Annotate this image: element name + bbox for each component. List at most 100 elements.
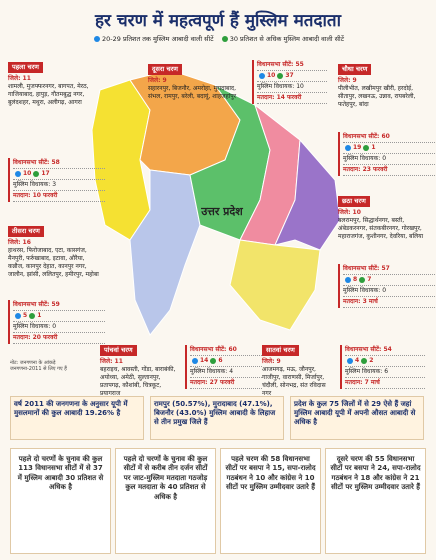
polling-date: मतदान: 23 फरवरी xyxy=(343,165,435,177)
count-green: 17 xyxy=(41,170,50,178)
count-green: 37 xyxy=(285,72,294,80)
phase-info: तीसरा चरण जिले: 16 हाथरस, फिरोजाबाद, एटा, … xyxy=(8,226,100,279)
count-green: 2 xyxy=(369,357,374,365)
dot xyxy=(345,276,351,283)
dot xyxy=(210,357,217,364)
phase-title: छठा चरण xyxy=(338,196,370,207)
fact: प्रदेश के कुल 75 जिलों में से 29 ऐसे हैं… xyxy=(290,396,424,440)
seats: विधानसभा सीटें: 60 xyxy=(190,345,262,357)
phase-title: दूसरा चरण xyxy=(148,64,182,75)
dot xyxy=(259,72,265,79)
count-blue: 10 xyxy=(267,72,276,80)
count-blue: 8 xyxy=(353,276,358,284)
phase-info: पांचवां चरण जिले: 11 बहराइच, श्रावस्ती, गो… xyxy=(100,345,182,398)
phase-stats: विधानसभा सीटें: 60 19 1 मुस्लिम विधायक: 0 मत… xyxy=(338,132,435,177)
count-blue: 10 xyxy=(23,170,32,178)
dot xyxy=(29,312,36,319)
phase-info: चौथा चरण जिले: 9 पीलीभीत, लखीमपुर खीरी, हर… xyxy=(338,64,430,109)
dot xyxy=(15,312,21,319)
dot xyxy=(345,144,351,151)
polling-date: मतदान: 3 मार्च xyxy=(343,297,435,309)
count-green: 1 xyxy=(37,312,42,320)
district-list: आजमगढ़, मऊ, जौनपुर, गाजीपुर, वाराणसी, मि… xyxy=(262,365,326,398)
phase-stats: विधानसभा सीटें: 60 14 6 मुस्लिम विधायक: 4 मत… xyxy=(185,345,262,390)
note: नोट: जनगणना के आंकड़े जनगणना-2011 से लिए… xyxy=(10,360,67,372)
district-list: हाथरस, फिरोजाबाद, एटा, कासगंज, मैनपुरी, … xyxy=(8,246,99,279)
dot xyxy=(15,170,21,177)
legend: 20-29 प्रतिशत तक मुस्लिम आबादी वाली सीटे… xyxy=(0,34,436,43)
phase-title: सातवां चरण xyxy=(262,345,299,356)
region xyxy=(274,138,341,251)
district-count: जिले: 11 xyxy=(100,357,123,365)
phase-info: सातवां चरण जिले: 9 आजमगढ़, मऊ, जौनपुर, गाज… xyxy=(262,345,334,398)
muslim-mlas: मुस्लिम विधायक: 6 xyxy=(345,367,425,379)
seats: विधानसभा सीटें: 60 xyxy=(343,132,435,144)
phase-stats: विधानसभा सीटें: 57 8 7 मुस्लिम विधायक: 0 मतद… xyxy=(338,264,435,309)
count-green: 6 xyxy=(218,357,223,365)
phase-title: पांचवां चरण xyxy=(100,345,137,356)
fact: रामपुर (50.57%), मुरादाबाद (47.1%), बिजन… xyxy=(150,396,284,440)
muslim-mlas: मुस्लिम विधायक: 0 xyxy=(13,322,105,334)
district-count: जिले: 9 xyxy=(338,76,357,84)
count-blue: 14 xyxy=(200,357,209,365)
legend-item: 30 प्रतिशत से अधिक मुस्लिम आबादी वाली सी… xyxy=(229,35,344,43)
seats: विधानसभा सीटें: 59 xyxy=(13,300,105,312)
phase-info: दूसरा चरण जिले: 9 सहारनपुर, बिजनौर, अमरोहा… xyxy=(148,64,240,101)
muslim-mlas: मुस्लिम विधायक: 10 xyxy=(257,82,327,94)
seat-counts: 14 6 xyxy=(190,356,262,368)
fact: पहले दो चरणों के चुनाव की कुल 113 विधानस… xyxy=(10,448,111,554)
phase-title: चौथा चरण xyxy=(338,64,372,75)
phase-stats: विधानसभा सीटें: 54 4 2 मुस्लिम विधायक: 6 मतद… xyxy=(340,345,425,390)
dot xyxy=(363,144,370,151)
district-list: पीलीभीत, लखीमपुर खीरी, हरदोई, सीतापुर, ल… xyxy=(338,84,416,109)
muslim-mlas: मुस्लिम विधायक: 4 xyxy=(190,367,262,379)
dot xyxy=(33,170,40,177)
fact: वर्ष 2011 की जनगणना के अनुसार यूपी में म… xyxy=(10,396,144,440)
polling-date: मतदान: 10 फरवरी xyxy=(13,191,105,203)
seats: विधानसभा सीटें: 58 xyxy=(13,158,105,170)
fact: दूसरे चरण की 55 विधानसभा सीटों पर बसपा न… xyxy=(325,448,426,554)
dot xyxy=(277,72,284,79)
legend-item: 20-29 प्रतिशत तक मुस्लिम आबादी वाली सीटे… xyxy=(101,35,214,43)
district-list: शामली, मुजफ्फरनगर, बागपत, मेरठ, गाजियाबा… xyxy=(8,82,89,107)
dot xyxy=(359,276,366,283)
fact: पहले दो चरणों के चुनाव की कुल सीटों में … xyxy=(115,448,216,554)
polling-date: मतदान: 7 मार्च xyxy=(345,378,425,390)
phase-title: पहला चरण xyxy=(8,62,43,73)
phase-info: पहला चरण जिले: 11 शामली, मुजफ्फरनगर, बागपत… xyxy=(8,62,100,107)
seat-counts: 10 17 xyxy=(13,169,105,181)
muslim-mlas: मुस्लिम विधायक: 0 xyxy=(343,154,435,166)
seat-counts: 19 1 xyxy=(343,143,435,155)
district-list: बहराइच, श्रावस्ती, गोंडा, बाराबंकी, अयोध… xyxy=(100,365,176,398)
map-label: उत्तर प्रदेश xyxy=(200,204,243,218)
title: हर चरण में महत्वपूर्ण हैं मुस्लिम मतदाता xyxy=(94,11,342,31)
district-count: जिले: 9 xyxy=(148,76,167,84)
dot xyxy=(361,357,368,364)
phase-stats: विधानसभा सीटें: 55 10 37 मुस्लिम विधायक: 10… xyxy=(252,60,327,105)
seats: विधानसभा सीटें: 55 xyxy=(257,60,327,72)
district-count: जिले: 9 xyxy=(262,357,281,365)
dot xyxy=(192,357,198,364)
district-list: बलरामपुर, सिद्धार्थनगर, बस्ती, अंबेडकरनग… xyxy=(338,216,424,241)
polling-date: मतदान: 27 फरवरी xyxy=(190,378,262,390)
muslim-mlas: मुस्लिम विधायक: 3 xyxy=(13,180,105,192)
district-count: जिले: 10 xyxy=(338,208,361,216)
phase-info: छठा चरण जिले: 10 बलरामपुर, सिद्धार्थनगर, ब… xyxy=(338,196,430,241)
seat-counts: 10 37 xyxy=(257,71,327,83)
muslim-mlas: मुस्लिम विधायक: 0 xyxy=(343,286,435,298)
region xyxy=(229,239,321,331)
fact: पहले चरण की 58 विधानसभा सीटों पर बसपा ने… xyxy=(220,448,321,554)
seats: विधानसभा सीटें: 57 xyxy=(343,264,435,276)
count-green: 1 xyxy=(371,144,376,152)
district-count: जिले: 11 xyxy=(8,74,31,82)
dot xyxy=(347,357,353,364)
seats: विधानसभा सीटें: 54 xyxy=(345,345,425,357)
polling-date: मतदान: 14 फरवरी xyxy=(257,93,327,105)
district-count: जिले: 16 xyxy=(8,238,31,246)
count-blue: 4 xyxy=(355,357,360,365)
phase-stats: विधानसभा सीटें: 59 5 1 मुस्लिम विधायक: 0 मतद… xyxy=(8,300,105,345)
district-list: सहारनपुर, बिजनौर, अमरोहा, मुरादाबाद, संभ… xyxy=(148,84,237,100)
